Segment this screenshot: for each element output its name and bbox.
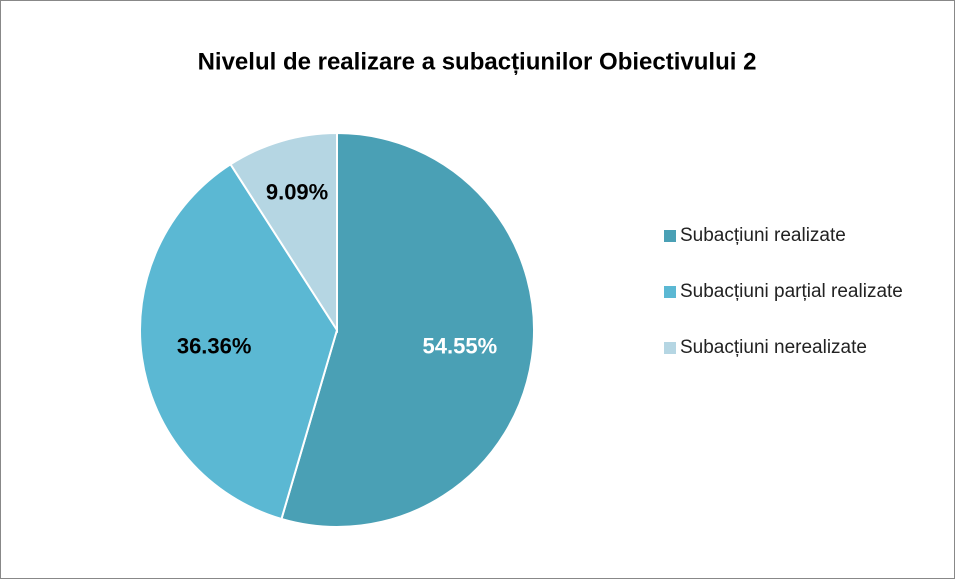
pie-slice <box>139 162 339 521</box>
pie-slice <box>229 131 338 334</box>
legend-item: Subacțiuni realizate <box>664 222 939 250</box>
data-label: 9.09% <box>266 180 328 205</box>
legend-swatch <box>664 286 676 298</box>
data-label: 54.55% <box>423 333 498 358</box>
legend-label: Subacțiuni realizate <box>680 225 846 246</box>
legend-swatch <box>664 230 676 242</box>
pie-slice <box>280 131 535 528</box>
legend-item: Subacțiuni nerealizate <box>664 334 939 362</box>
legend-label: Subacțiuni parțial realizate <box>680 281 903 302</box>
legend-swatch <box>664 342 676 354</box>
data-label: 36.36% <box>177 333 252 358</box>
legend: Subacțiuni realizate Subacțiuni parțial r… <box>664 222 939 390</box>
chart-title: Nivelul de realizare a subacțiunilor Obi… <box>198 48 757 75</box>
legend-item: Subacțiuni parțial realizate <box>664 278 939 306</box>
legend-label: Subacțiuni nerealizate <box>680 337 867 358</box>
